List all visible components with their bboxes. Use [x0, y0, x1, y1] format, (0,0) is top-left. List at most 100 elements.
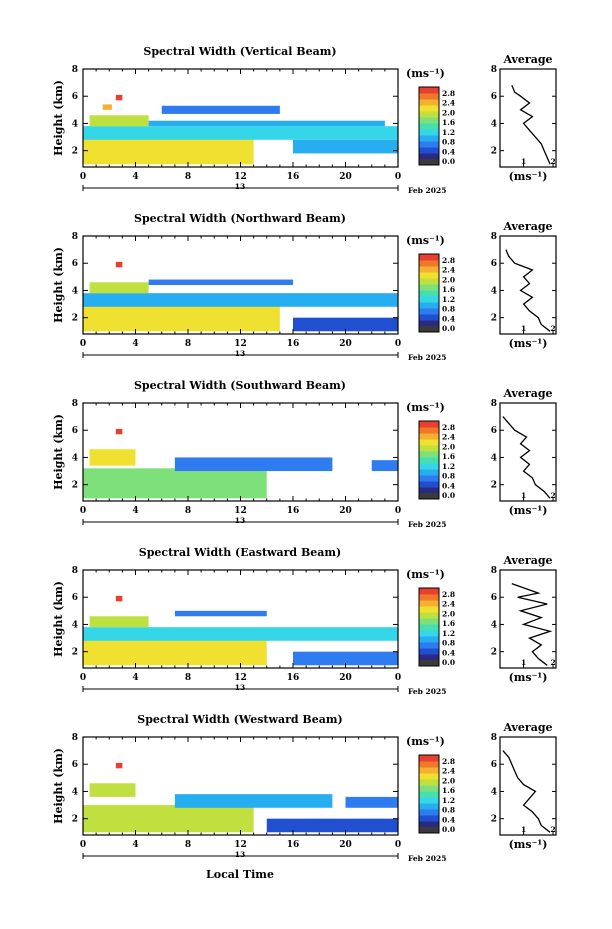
colorbar-tick-label: 1.2	[442, 295, 455, 304]
avg-y-tick-label: 4	[491, 119, 497, 129]
x-tick-label: 12	[234, 840, 247, 850]
day-label: 13	[235, 516, 245, 525]
colorbar-swatch	[419, 815, 439, 822]
colorbar-swatch	[419, 618, 439, 625]
y-tick-label: 4	[72, 620, 78, 630]
colorbar-swatch	[419, 797, 439, 804]
y-tick-label: 2	[72, 147, 78, 157]
colorbar-swatch	[419, 433, 439, 440]
colorbar-tick-label: 1.6	[442, 118, 455, 127]
avg-y-tick-label: 2	[491, 648, 497, 658]
heatmap-cell-4	[115, 261, 123, 268]
avg-x-tick-label: 1	[521, 825, 526, 834]
average-title: Average	[502, 387, 552, 400]
avg-x-tick-label: 1	[521, 157, 526, 166]
colorbar-tick-label: 0.4	[442, 147, 455, 156]
panel-1: Spectral Width (Northward Beam)0 4 8 12 16 20…	[52, 212, 557, 362]
average-unit: (ms⁻¹)	[509, 671, 548, 684]
colorbar-tick-label: 0.4	[442, 314, 455, 323]
y-tick-label: 4	[72, 119, 78, 129]
panel-0: Spectral Width (Vertical Beam)0 4 8 12 16 20 0…	[52, 45, 557, 195]
colorbar-swatch	[419, 630, 439, 637]
colorbar-swatch	[419, 421, 439, 428]
colorbar-tick-label: 0.8	[442, 639, 455, 648]
colorbar-swatch	[419, 308, 439, 315]
colorbar-swatch	[419, 147, 439, 154]
x-tick-label: 20	[339, 840, 352, 850]
colorbar-tick-label: 0.0	[442, 157, 455, 166]
x-tick-label: 4	[132, 673, 138, 683]
colorbar-tick-label: 2.8	[442, 423, 455, 432]
colorbar-swatch	[419, 821, 439, 828]
colorbar-tick-label: 2.4	[442, 99, 455, 108]
average-frame	[499, 736, 557, 836]
y-tick-label: 2	[72, 314, 78, 324]
colorbar-swatch	[419, 87, 439, 94]
average-frame	[499, 68, 557, 168]
average-profile-line	[505, 249, 551, 332]
avg-x-tick-label: 2	[550, 157, 555, 166]
date-label: Feb 2025	[408, 687, 446, 696]
y-tick-label: 4	[72, 286, 78, 296]
average-profile-line	[502, 416, 551, 499]
average-title: Average	[502, 220, 552, 233]
x-tick-label: 0	[395, 506, 401, 516]
colorbar-swatch	[419, 779, 439, 786]
x-tick-label: 4	[132, 339, 138, 349]
panel-title: Spectral Width (Vertical Beam)	[143, 45, 336, 58]
colorbar-tick-label: 1.6	[442, 285, 455, 294]
avg-y-tick-label: 4	[491, 787, 497, 797]
average-frame	[499, 569, 557, 669]
colorbar-swatch	[419, 624, 439, 631]
y-tick-label: 8	[72, 566, 78, 576]
heatmap-cell-2	[89, 783, 136, 797]
x-tick-label: 0	[80, 673, 86, 683]
heatmap-cell-1	[83, 293, 398, 307]
x-tick-label: 4	[132, 172, 138, 182]
avg-y-tick-label: 4	[491, 453, 497, 463]
colorbar-tick-label: 0.0	[442, 491, 455, 500]
x-tick-label: 12	[234, 506, 247, 516]
avg-y-tick-label: 4	[491, 286, 497, 296]
colorbar-swatch	[419, 463, 439, 470]
avg-y-tick-label: 8	[491, 232, 497, 242]
colorbar-tick-label: 2.8	[442, 256, 455, 265]
y-axis-label: Height (km)	[52, 80, 65, 156]
colorbar-tick-label: 0.4	[442, 815, 455, 824]
y-tick-label: 4	[72, 787, 78, 797]
colorbar-tick-label: 0.8	[442, 806, 455, 815]
x-tick-label: 8	[185, 172, 191, 182]
heatmap-cell-2	[89, 282, 149, 294]
colorbar-swatch	[419, 761, 439, 768]
colorbar-tick-label: 2.4	[442, 600, 455, 609]
x-tick-label: 8	[185, 673, 191, 683]
avg-y-tick-label: 4	[491, 620, 497, 630]
colorbar-tick-label: 2.0	[442, 442, 455, 451]
date-label: Feb 2025	[408, 353, 446, 362]
colorbar-swatch	[419, 469, 439, 476]
x-tick-label: 16	[287, 673, 300, 683]
colorbar-swatch	[419, 135, 439, 142]
heatmap-cell-1	[174, 457, 333, 472]
avg-x-tick-label: 1	[521, 658, 526, 667]
avg-y-tick-label: 2	[491, 481, 497, 491]
colorbar-swatch	[419, 129, 439, 136]
y-tick-label: 8	[72, 399, 78, 409]
y-tick-label: 6	[72, 593, 78, 603]
colorbar-swatch	[419, 117, 439, 124]
panel-4: Spectral Width (Westward Beam)0 4 8 12 16 20 0…	[52, 713, 557, 863]
y-tick-label: 2	[72, 648, 78, 658]
colorbar-tick-label: 2.4	[442, 266, 455, 275]
colorbar-swatch	[419, 439, 439, 446]
average-unit: (ms⁻¹)	[509, 504, 548, 517]
y-tick-label: 2	[72, 815, 78, 825]
colorbar-tick-label: 2.0	[442, 776, 455, 785]
heatmap-cell-1	[83, 627, 398, 641]
colorbar-swatch-zero	[419, 827, 439, 833]
panel-title: Spectral Width (Westward Beam)	[137, 713, 342, 726]
colorbar-swatch	[419, 809, 439, 816]
average-profile-line	[511, 582, 553, 666]
colorbar-tick-label: 1.2	[442, 462, 455, 471]
x-tick-label: 0	[80, 339, 86, 349]
colorbar-tick-label: 0.8	[442, 305, 455, 314]
